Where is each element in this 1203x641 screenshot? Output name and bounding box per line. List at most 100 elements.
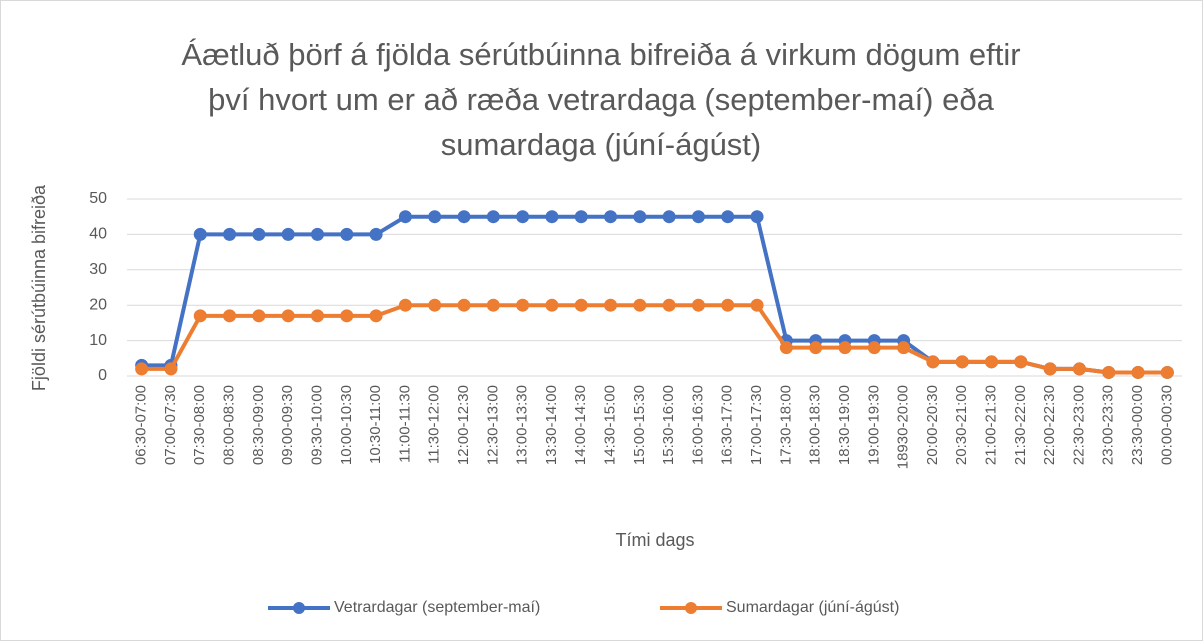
data-point (516, 210, 530, 224)
x-tick-label: 08:00-08:30 (221, 385, 238, 465)
data-point (252, 309, 266, 323)
data-point (193, 227, 207, 241)
data-point (721, 298, 735, 312)
data-point (750, 298, 764, 312)
chart-title: því hvort um er að ræða vetrardaga (sept… (208, 82, 994, 117)
data-point (662, 210, 676, 224)
data-point (691, 210, 705, 224)
data-point (604, 210, 618, 224)
x-tick-label: 17:30-18:00 (777, 385, 794, 465)
x-tick-label: 23:00-23:30 (1100, 385, 1117, 465)
legend-label: Sumardagar (júní-ágúst) (726, 599, 899, 616)
data-point (545, 298, 559, 312)
x-tick-label: 16:00-16:30 (689, 385, 706, 465)
x-tick-label: 20:00-20:30 (924, 385, 941, 465)
data-point (223, 227, 237, 241)
x-tick-label: 15:00-15:30 (631, 385, 648, 465)
data-point (281, 227, 295, 241)
data-point (691, 298, 705, 312)
x-tick-label: 11:30-12:00 (426, 385, 443, 464)
data-point (457, 298, 471, 312)
x-tick-label: 07:00-07:30 (162, 385, 179, 465)
x-tick-label: 22:30-23:00 (1070, 385, 1087, 465)
legend-label: Vetrardagar (september-maí) (334, 599, 540, 616)
chart-title: sumardaga (júní-ágúst) (441, 127, 762, 162)
data-point (1072, 362, 1086, 376)
x-tick-label: 14:30-15:00 (602, 385, 619, 465)
y-axis-label: Fjöldi sérútbúinna bifreiða (29, 184, 49, 391)
data-point (223, 309, 237, 323)
data-point (809, 341, 823, 355)
data-point (1102, 365, 1116, 379)
data-point (398, 210, 412, 224)
data-point (926, 355, 940, 369)
x-axis-label: Tími dags (615, 530, 694, 550)
data-point (135, 362, 149, 376)
data-point (281, 309, 295, 323)
y-tick-label: 0 (98, 367, 107, 384)
x-tick-label: 08:30-09:00 (250, 385, 267, 465)
x-tick-label: 13:00-13:30 (514, 385, 531, 465)
x-tick-label: 18:30-19:00 (836, 385, 853, 465)
data-point (955, 355, 969, 369)
x-tick-label: 11:00-11:30 (396, 385, 413, 463)
data-point (897, 341, 911, 355)
chart-title: Áætluð þörf á fjölda sérútbúinna bifreið… (181, 37, 1020, 72)
data-point (310, 309, 324, 323)
data-point (574, 210, 588, 224)
y-tick-label: 50 (89, 190, 107, 207)
y-tick-label: 10 (89, 332, 107, 349)
x-tick-label: 21:00-21:30 (982, 385, 999, 465)
data-point (486, 298, 500, 312)
data-point (867, 341, 881, 355)
data-point (310, 227, 324, 241)
data-point (604, 298, 618, 312)
data-point (838, 341, 852, 355)
data-point (369, 227, 383, 241)
x-tick-label: 10:00-10:30 (338, 385, 355, 465)
x-tick-label: 00:00-00:30 (1158, 385, 1175, 465)
data-point (164, 362, 178, 376)
x-tick-label: 15:30-16:00 (660, 385, 677, 465)
data-point (516, 298, 530, 312)
x-tick-label: 14:00-14:30 (572, 385, 589, 465)
x-tick-label: 20:30-21:00 (953, 385, 970, 465)
data-point (340, 227, 354, 241)
data-point (369, 309, 383, 323)
x-tick-label: 18930-20:00 (895, 385, 912, 469)
data-point (779, 341, 793, 355)
data-point (662, 298, 676, 312)
data-point (1043, 362, 1057, 376)
data-point (398, 298, 412, 312)
data-point (486, 210, 500, 224)
x-tick-label: 23:30-00:00 (1129, 385, 1146, 465)
data-point (574, 298, 588, 312)
data-point (193, 309, 207, 323)
x-tick-label: 17:00-17:30 (748, 385, 765, 465)
data-point (428, 210, 442, 224)
x-tick-label: 10:30-11:00 (367, 385, 384, 464)
data-point (428, 298, 442, 312)
y-tick-label: 40 (89, 226, 107, 243)
legend-marker (293, 602, 305, 614)
x-tick-label: 12:00-12:30 (455, 385, 472, 465)
data-point (750, 210, 764, 224)
x-tick-label: 18:00-18:30 (807, 385, 824, 465)
data-point (1160, 365, 1174, 379)
data-point (340, 309, 354, 323)
x-tick-label: 07:30-08:00 (191, 385, 208, 465)
x-tick-label: 13:30-14:00 (543, 385, 560, 465)
data-point (252, 227, 266, 241)
x-tick-label: 06:30-07:00 (133, 385, 150, 465)
data-point (457, 210, 471, 224)
x-tick-label: 12:30-13:00 (484, 385, 501, 465)
x-tick-label: 09:00-09:30 (279, 385, 296, 465)
x-tick-label: 21:30-22:00 (1012, 385, 1029, 465)
data-point (633, 298, 647, 312)
x-tick-label: 16:30-17:00 (719, 385, 736, 465)
x-tick-label: 22:00-22:30 (1041, 385, 1058, 465)
data-point (1014, 355, 1028, 369)
legend-marker (685, 602, 697, 614)
data-point (1131, 365, 1145, 379)
